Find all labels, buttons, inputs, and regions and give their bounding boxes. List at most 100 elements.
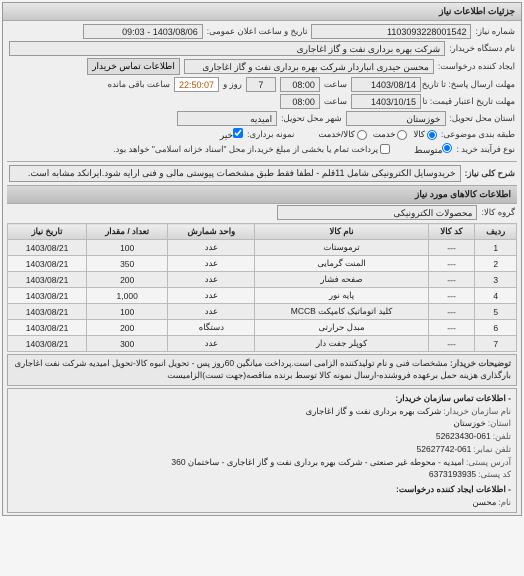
validity-label: مهلت تاریخ اعتبار قیمت: تا تاریخ: <box>425 96 515 107</box>
c-address: امیدیه - محوطه غیر صنعتی - شرکت بهره برد… <box>171 456 464 469</box>
table-cell: 200 <box>87 272 168 288</box>
table-header: کد کالا <box>428 224 475 240</box>
explain-text: مشخصات فنی و نام تولیدکننده الزامی است.پ… <box>14 358 511 380</box>
table-cell: عدد <box>168 336 255 352</box>
table-header: تعداد / مقدار <box>87 224 168 240</box>
key-desc-value: خریدوسایل الکترونیکی شامل 11قلم - لطفا ف… <box>9 165 461 182</box>
need-no-label: شماره نیاز: <box>475 26 515 37</box>
days-left: 7 <box>246 77 276 92</box>
countdown-timer: 22:50:07 <box>174 77 219 92</box>
c-address-label: آدرس پستی: <box>466 456 511 469</box>
contact-block: - اطلاعات تماس سازمان خریدار: نام سازمان… <box>7 388 517 513</box>
table-row[interactable]: 1---ترموستاتعدد1001403/08/21 <box>8 240 517 256</box>
explain-block: توضیحات خریدار: مشخصات فنی و نام تولیدکن… <box>7 354 517 386</box>
form-body: شماره نیاز: 1103093228001542 تاریخ و ساع… <box>3 21 521 515</box>
goods-section-title: اطلاعات کالاهای مورد نیاز <box>7 185 517 204</box>
packaging-radios: کالا خدمت کالا/خدمت <box>318 129 437 140</box>
table-cell: عدد <box>168 256 255 272</box>
buyer-org-value: شرکت بهره برداری نفت و گاز اغاجاری <box>9 41 445 56</box>
group-value: محصولات الکترونیکی <box>277 205 477 220</box>
key-desc-label: شرح کلی نیاز: <box>465 168 515 179</box>
table-header-row: ردیفکد کالانام کالاواحد شمارشتعداد / مقد… <box>8 224 517 240</box>
panel-title: جزئیات اطلاعات نیاز <box>3 3 521 21</box>
table-cell: دستگاه <box>168 320 255 336</box>
table-row[interactable]: 7---کوپلر جفت دارعدد3001403/08/21 <box>8 336 517 352</box>
sample-no-check[interactable]: خیر <box>220 128 243 141</box>
table-header: واحد شمارش <box>168 224 255 240</box>
table-cell: 2 <box>475 256 517 272</box>
validity-date: 1403/10/15 <box>351 94 421 109</box>
table-header: نام کالا <box>255 224 428 240</box>
need-no-value: 1103093228001542 <box>311 24 471 39</box>
requester-label: ایجاد کننده درخواست: <box>438 61 515 72</box>
table-cell: عدد <box>168 240 255 256</box>
group-label: گروه کالا: <box>481 207 515 218</box>
table-row[interactable]: 5---کلید اتوماتیک کامپکت MCCBعدد1001403/… <box>8 304 517 320</box>
table-cell: 1403/08/21 <box>8 320 87 336</box>
c-org-label: نام سازمان خریدار: <box>443 405 511 418</box>
requester-value: محسن حیدری انباردار شرکت بهره برداری نفت… <box>184 59 434 74</box>
c-province-label: استان: <box>488 417 511 430</box>
table-cell: 4 <box>475 288 517 304</box>
deadline-send-date: 1403/08/14 <box>351 77 421 92</box>
day-label: روز و <box>223 79 242 90</box>
table-cell: ترموستات <box>255 240 428 256</box>
table-cell: صفحه فشار <box>255 272 428 288</box>
validity-time: 08:00 <box>280 94 320 109</box>
table-cell: --- <box>428 288 475 304</box>
buy-note-check[interactable]: پرداخت تمام یا بخشی از مبلغ خرید،از محل … <box>113 144 390 155</box>
table-cell: 1403/08/21 <box>8 304 87 320</box>
announce-label: تاریخ و ساعت اعلان عمومی: <box>207 26 308 37</box>
table-cell: --- <box>428 256 475 272</box>
c-tel: 52623430-061 <box>436 430 491 443</box>
creator-name: محسن <box>472 496 496 509</box>
explain-label: توضیحات خریدار: <box>450 358 511 368</box>
table-row[interactable]: 2---المنت گرماییعدد3501403/08/21 <box>8 256 517 272</box>
table-header: ردیف <box>475 224 517 240</box>
sample-label: نمونه برداری: <box>247 129 294 140</box>
table-cell: 1403/08/21 <box>8 240 87 256</box>
table-cell: 6 <box>475 320 517 336</box>
c-tel-label: تلفن: <box>493 430 511 443</box>
city-value: امیدیه <box>177 111 277 126</box>
table-cell: --- <box>428 272 475 288</box>
table-cell: 1 <box>475 240 517 256</box>
table-cell: کوپلر جفت دار <box>255 336 428 352</box>
table-cell: 5 <box>475 304 517 320</box>
table-cell: 1403/08/21 <box>8 256 87 272</box>
table-cell: المنت گرمایی <box>255 256 428 272</box>
table-cell: 300 <box>87 336 168 352</box>
table-cell: 100 <box>87 240 168 256</box>
announce-value: 1403/08/06 - 09:03 <box>83 24 203 39</box>
time-label-1: ساعت <box>324 79 347 90</box>
table-cell: پایه نور <box>255 288 428 304</box>
table-cell: 100 <box>87 304 168 320</box>
table-cell: عدد <box>168 272 255 288</box>
pk-goods-radio[interactable]: کالا <box>413 129 436 140</box>
table-row[interactable]: 6---مبدل حرارتیدستگاه2001403/08/21 <box>8 320 517 336</box>
province-value: خوزستان <box>346 111 446 126</box>
pk-service-radio[interactable]: خدمت <box>373 129 408 140</box>
province-label: استان محل تحویل: <box>450 113 516 124</box>
table-cell: --- <box>428 304 475 320</box>
buy-type-label: نوع فرآیند خرید : <box>456 144 515 155</box>
packaging-label: طبقه بندی موضوعی: <box>441 129 515 140</box>
table-cell: --- <box>428 320 475 336</box>
table-cell: 3 <box>475 272 517 288</box>
deadline-send-time: 08:00 <box>280 77 320 92</box>
c-postal-label: کد پستی: <box>478 468 511 481</box>
table-cell: عدد <box>168 304 255 320</box>
deadline-send-label: مهلت ارسال پاسخ: تا تاریخ: <box>425 79 515 90</box>
time-label-2: ساعت <box>324 96 347 107</box>
table-cell: کلید اتوماتیک کامپکت MCCB <box>255 304 428 320</box>
buy-type-avg-radio[interactable]: متوسط <box>414 143 452 156</box>
c-province: خوزستان <box>453 417 485 430</box>
pk-both-radio[interactable]: کالا/خدمت <box>318 129 366 140</box>
table-header: تاریخ نیاز <box>8 224 87 240</box>
table-row[interactable]: 3---صفحه فشارعدد2001403/08/21 <box>8 272 517 288</box>
table-row[interactable]: 4---پایه نورعدد1,0001403/08/21 <box>8 288 517 304</box>
table-cell: --- <box>428 336 475 352</box>
creator-name-label: نام: <box>498 496 511 509</box>
c-fax-label: تلفن نمابر: <box>473 443 511 456</box>
contact-info-button[interactable]: اطلاعات تماس خریدار <box>87 58 180 75</box>
